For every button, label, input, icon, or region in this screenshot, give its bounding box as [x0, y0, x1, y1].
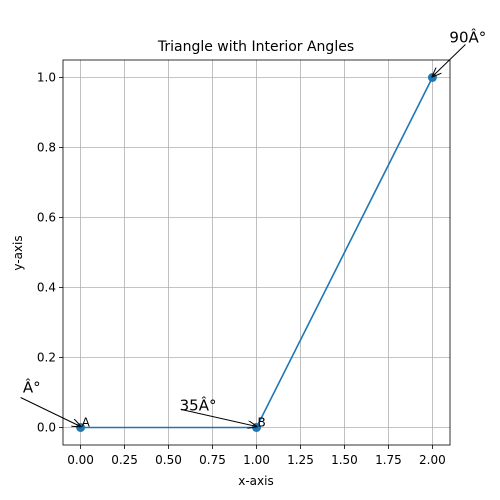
- x-axis-label: x-axis: [238, 474, 273, 488]
- annotations: Â° 35Â° 90Â°: [20, 28, 486, 427]
- chart-title: Triangle with Interior Angles: [157, 39, 354, 55]
- angle-annotation-label: 35Â°: [180, 396, 217, 415]
- plot-area-frame: [62, 59, 451, 446]
- point-label: B: [258, 416, 266, 430]
- y-tick-label: 0.4: [37, 281, 56, 295]
- x-tick-label: 0.75: [199, 453, 226, 467]
- angle-annotation-label: 90Â°: [449, 28, 486, 47]
- x-tick-label: 1.75: [375, 453, 402, 467]
- y-tick-label: 0.8: [37, 141, 56, 155]
- x-tick-label: 1.00: [243, 453, 270, 467]
- axis-ticks: 0.00 0.25 0.50 0.75 1.00 1.25 1.50 1.75 2.00 0.0 0…: [37, 71, 446, 468]
- y-tick-label: 0.6: [37, 211, 56, 225]
- point-label: A: [82, 416, 91, 430]
- y-axis-label: y-axis: [11, 235, 25, 270]
- x-tick-label: 0.00: [67, 453, 94, 467]
- x-tick-label: 2.00: [419, 453, 446, 467]
- y-tick-label: 1.0: [37, 71, 56, 85]
- x-tick-label: 1.25: [287, 453, 314, 467]
- x-tick-label: 1.50: [331, 453, 358, 467]
- grid: [63, 60, 450, 445]
- y-tick-label: 0.2: [37, 351, 56, 365]
- x-tick-label: 0.50: [155, 453, 182, 467]
- angle-annotation-label: Â°: [23, 378, 41, 397]
- annotation-arrow: [20, 397, 81, 427]
- annotation-arrow: [181, 409, 257, 427]
- annotation-arrow: [432, 44, 466, 77]
- y-tick-label: 0.0: [37, 421, 56, 435]
- data-point: [427, 73, 437, 82]
- x-tick-label: 0.25: [111, 453, 138, 467]
